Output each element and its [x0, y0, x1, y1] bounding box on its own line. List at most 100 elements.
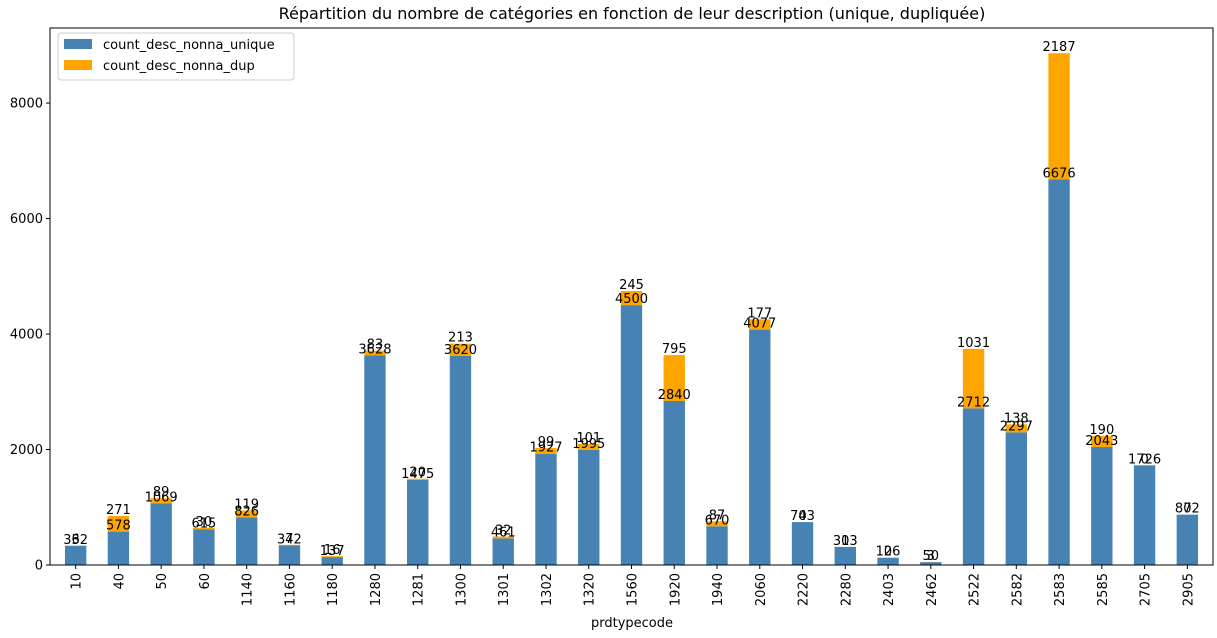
x-tick-label-1160: 1160 — [283, 573, 298, 606]
label-dup-1560: 245 — [619, 278, 644, 293]
bar-unique-2585 — [1091, 447, 1113, 565]
label-unique-2583: 6676 — [1043, 167, 1076, 182]
x-tick-label-1281: 1281 — [412, 573, 427, 606]
y-tick-label-4000: 4000 — [10, 328, 43, 343]
y-axis: 0 2000 4000 6000 8000 — [10, 97, 50, 574]
label-dup-2522: 1031 — [957, 336, 990, 351]
x-tick-label-1560: 1560 — [626, 573, 641, 606]
x-tick-label-1320: 1320 — [583, 573, 598, 606]
label-dup-2705: 0 — [1140, 452, 1148, 467]
label-dup-2462: 3 — [927, 549, 935, 564]
label-unique-2905: 872 — [1175, 502, 1200, 517]
chart-title: Répartition du nombre de catégories en f… — [279, 4, 986, 23]
x-tick-label-1180: 1180 — [326, 573, 341, 606]
data-labels: 3326578271106989615308261193427137163628… — [63, 40, 1200, 564]
label-unique-1160: 342 — [277, 532, 302, 547]
bar-unique-50 — [150, 503, 172, 565]
bar-unique-1940 — [706, 526, 728, 565]
bar-unique-2280 — [834, 546, 856, 565]
label-dup-40: 271 — [106, 503, 131, 518]
bar-dup-2060 — [749, 319, 771, 330]
label-unique-2705: 1726 — [1128, 452, 1161, 467]
x-tick-label-1920: 1920 — [668, 573, 683, 606]
label-unique-1940: 670 — [705, 513, 730, 528]
label-unique-1280: 3628 — [358, 343, 391, 358]
bar-unique-1302 — [535, 453, 557, 565]
bar-dup-60 — [193, 527, 215, 530]
bar-dup-2583 — [1048, 53, 1070, 180]
x-tick-label-2585: 2585 — [1096, 573, 1111, 606]
bar-unique-1160 — [278, 545, 301, 565]
x-tick-label-40: 40 — [112, 573, 127, 590]
label-unique-2280: 313 — [833, 534, 858, 549]
bar-unique-1140 — [235, 517, 258, 565]
bar-unique-1280 — [364, 355, 386, 565]
bar-dup-2522 — [962, 348, 985, 409]
bar-unique-60 — [193, 529, 215, 565]
bar-unique-2705 — [1133, 465, 1156, 565]
x-tick-label-1300: 1300 — [454, 573, 469, 606]
x-tick-label-2583: 2583 — [1053, 573, 1068, 606]
bar-unique-1920 — [663, 401, 685, 565]
label-dup-2585: 190 — [1089, 423, 1114, 438]
x-tick-label-1301: 1301 — [497, 573, 512, 606]
bar-unique-2403 — [877, 557, 899, 565]
label-dup-1180: 16 — [324, 543, 341, 558]
x-tick-label-10: 10 — [70, 573, 85, 590]
label-dup-2060: 177 — [747, 306, 772, 321]
bar-unique-2060 — [749, 329, 771, 565]
label-unique-10: 332 — [63, 533, 88, 548]
bar-unique-1180 — [321, 557, 343, 565]
label-unique-1180: 137 — [320, 544, 345, 559]
label-dup-1920: 795 — [662, 342, 687, 357]
legend-label-dup: count_desc_nonna_dup — [103, 59, 255, 74]
legend-swatch-unique — [64, 39, 92, 49]
label-unique-2462: 50 — [923, 549, 940, 564]
bar-dup-1560 — [620, 291, 643, 306]
y-tick-label-2000: 2000 — [10, 443, 43, 458]
bar-dup-1180 — [321, 556, 343, 558]
x-tick-label-60: 60 — [198, 573, 213, 590]
x-tick-label-2582: 2582 — [1010, 573, 1025, 606]
x-tick-label-50: 50 — [155, 573, 170, 590]
x-tick-label-2705: 2705 — [1139, 573, 1154, 606]
bar-unique-10 — [64, 545, 87, 565]
label-dup-1140: 119 — [234, 497, 259, 512]
label-unique-1140: 826 — [234, 504, 259, 519]
bar-dup-1280 — [364, 350, 386, 356]
x-tick-label-2280: 2280 — [839, 573, 854, 606]
bar-unique-2582 — [1005, 432, 1028, 565]
x-tick-label-1280: 1280 — [369, 573, 384, 606]
legend-label-unique: count_desc_nonna_unique — [103, 38, 275, 53]
legend: count_desc_nonna_unique count_desc_nonna_… — [57, 32, 295, 81]
bar-dup-2585 — [1091, 436, 1113, 448]
x-tick-label-2220: 2220 — [797, 573, 812, 606]
x-tick-label-1302: 1302 — [540, 573, 555, 606]
label-dup-1940: 87 — [709, 508, 726, 523]
label-dup-2582: 138 — [1004, 411, 1029, 426]
bar-dup-1302 — [535, 448, 557, 454]
plot-frame — [49, 27, 1214, 566]
label-unique-1320: 1995 — [572, 437, 605, 452]
label-unique-60: 615 — [192, 516, 217, 531]
bar-unique-1300 — [449, 355, 472, 565]
label-dup-1280: 83 — [367, 338, 384, 353]
bar-unique-40 — [107, 531, 130, 565]
label-dup-1320: 101 — [576, 431, 601, 446]
bar-dup-50 — [150, 498, 172, 504]
bar-dup-1301 — [492, 536, 514, 539]
label-dup-50: 89 — [153, 485, 170, 500]
label-dup-1300: 213 — [448, 331, 473, 346]
bar-unique-2905 — [1176, 514, 1199, 565]
x-tick-label-2462: 2462 — [925, 573, 940, 606]
label-dup-2220: 0 — [798, 509, 806, 524]
label-dup-60: 30 — [196, 515, 213, 530]
x-tick-label-2905: 2905 — [1181, 573, 1196, 606]
bar-unique-1320 — [578, 449, 600, 565]
y-tick-label-8000: 8000 — [10, 97, 43, 112]
label-unique-2220: 743 — [790, 509, 815, 524]
bar-unique-2220 — [791, 522, 814, 565]
legend-box — [57, 32, 295, 81]
label-unique-2522: 2712 — [957, 395, 990, 410]
label-unique-1920: 2840 — [658, 388, 691, 403]
